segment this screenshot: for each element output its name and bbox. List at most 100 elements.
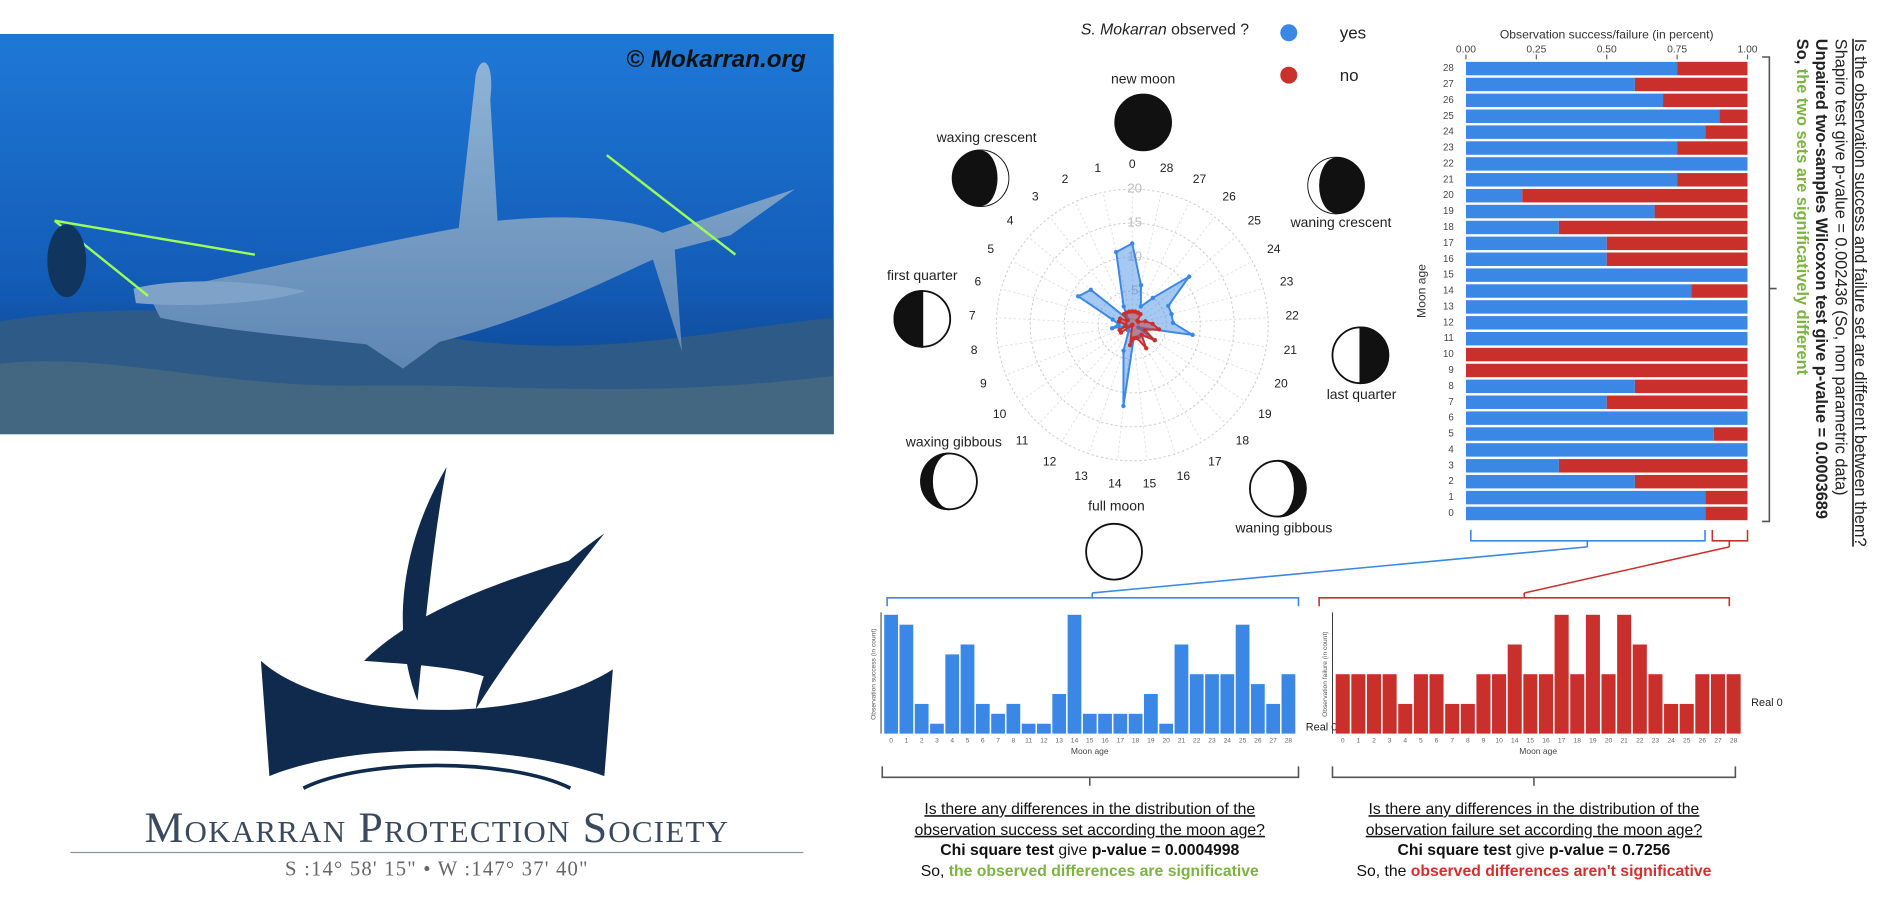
y-tick-label: 17 bbox=[1443, 238, 1454, 249]
spoke bbox=[1038, 324, 1133, 424]
y-tick-label: 23 bbox=[1443, 143, 1454, 154]
legend-title-species: S. Mokarran bbox=[1081, 21, 1167, 38]
spoke bbox=[996, 317, 1133, 326]
conclusion-highlight: the observed differences are significati… bbox=[949, 863, 1259, 880]
bar bbox=[1632, 644, 1647, 734]
bar bbox=[1664, 703, 1679, 734]
summary-wilcoxon: Unpaired two-samples Wilcoxon test give … bbox=[1812, 39, 1830, 519]
bar bbox=[1113, 713, 1128, 734]
bar-segment bbox=[1713, 427, 1748, 441]
y-axis-label: Observation success (in count) bbox=[871, 629, 878, 720]
x-tick-label: 24 bbox=[1667, 738, 1675, 745]
bar-segment bbox=[1465, 395, 1607, 409]
bar bbox=[945, 654, 960, 734]
angle-label: 8 bbox=[971, 343, 978, 357]
y-tick-label: 8 bbox=[1448, 381, 1453, 392]
radar-point bbox=[1143, 319, 1148, 324]
bar bbox=[1445, 703, 1460, 734]
spoke bbox=[1011, 260, 1133, 326]
bar-segment bbox=[1677, 61, 1748, 76]
x-tick-label: 15 bbox=[1086, 738, 1094, 745]
question-line: observation failure set according the mo… bbox=[1366, 822, 1703, 839]
angle-label: 13 bbox=[1074, 469, 1088, 483]
bar bbox=[1429, 674, 1444, 734]
bar bbox=[975, 703, 990, 734]
y-tick-label: 28 bbox=[1443, 63, 1454, 74]
radar-point bbox=[1150, 295, 1155, 301]
bar-segment bbox=[1465, 188, 1523, 203]
radar-point bbox=[1113, 249, 1119, 255]
angle-label: 27 bbox=[1193, 172, 1207, 186]
x-tick-label: 1.00 bbox=[1737, 44, 1757, 55]
x-tick-label: 1 bbox=[1357, 738, 1361, 745]
x-tick-label: 14 bbox=[1511, 738, 1519, 745]
conclusion-highlight: observed differences aren't significativ… bbox=[1411, 863, 1712, 880]
bar-segment bbox=[1606, 252, 1748, 266]
radar-point bbox=[1110, 317, 1115, 322]
bar-segment bbox=[1465, 109, 1720, 123]
x-tick-label: 0.75 bbox=[1667, 44, 1687, 55]
bracket-no bbox=[1711, 529, 1749, 547]
phase-label: waning crescent bbox=[1290, 214, 1392, 230]
logo-boat bbox=[260, 660, 613, 777]
x-tick-label: 7 bbox=[996, 738, 1000, 745]
bar bbox=[1554, 614, 1569, 734]
bracket-yes bbox=[1470, 529, 1706, 547]
bar bbox=[1189, 674, 1204, 734]
x-tick-label: 9 bbox=[1482, 738, 1486, 745]
x-tick-label: 23 bbox=[1652, 738, 1660, 745]
x-tick-label: 1 bbox=[905, 738, 909, 745]
x-tick-label: 17 bbox=[1558, 738, 1566, 745]
angle-label: 18 bbox=[1236, 433, 1250, 447]
radial-tick-label: 15 bbox=[1127, 215, 1142, 230]
radar-point bbox=[1134, 335, 1139, 341]
radar-point bbox=[1144, 346, 1149, 351]
question-right: Is there any differences in the distribu… bbox=[1356, 801, 1711, 880]
test-p-value: p-value = 0.0004998 bbox=[1092, 842, 1240, 859]
angle-label: 6 bbox=[975, 274, 982, 288]
spoke bbox=[1005, 324, 1133, 376]
bar-segment bbox=[1465, 474, 1635, 489]
spoke bbox=[1049, 216, 1133, 326]
bar bbox=[1021, 723, 1036, 734]
summary-shapiro: Shapiro test give p-value = 0.002436 (So… bbox=[1831, 39, 1849, 496]
bar bbox=[1523, 674, 1538, 734]
y-axis-label: Observation failure (in count) bbox=[1322, 631, 1329, 716]
radar-point bbox=[1130, 322, 1135, 328]
photo-laser bbox=[606, 154, 737, 256]
x-tick-label: 28 bbox=[1285, 738, 1293, 745]
x-tick-label: 13 bbox=[1055, 738, 1063, 745]
photo-diver bbox=[47, 224, 87, 298]
x-tick-label: 24 bbox=[1224, 738, 1232, 745]
summary: Is the observation success and failure s… bbox=[1793, 39, 1869, 547]
bar-segment bbox=[1705, 490, 1748, 505]
y-tick-label: 3 bbox=[1448, 460, 1453, 471]
bar bbox=[1098, 713, 1112, 734]
conclusion-prefix: So, the bbox=[1356, 863, 1410, 880]
bar bbox=[960, 644, 975, 734]
question-left: Is there any differences in the distribu… bbox=[915, 801, 1266, 880]
bar-segment bbox=[1465, 61, 1678, 76]
phase-label: last quarter bbox=[1327, 386, 1397, 402]
bar-segment bbox=[1465, 93, 1664, 108]
test-name: Chi square test bbox=[940, 842, 1055, 859]
angle-label: 23 bbox=[1280, 274, 1294, 288]
bar bbox=[1082, 713, 1097, 734]
bar-segment bbox=[1663, 93, 1748, 108]
radar-point bbox=[1121, 403, 1126, 409]
logo-wave bbox=[302, 763, 572, 790]
bar bbox=[1538, 674, 1554, 734]
bar bbox=[1281, 674, 1296, 734]
bar bbox=[1006, 703, 1021, 734]
radar-point bbox=[1135, 318, 1140, 323]
spoke bbox=[1088, 324, 1133, 454]
moon-dark bbox=[1277, 459, 1307, 518]
y-tick-label: 12 bbox=[1443, 317, 1454, 328]
moon-phase-labels: new moon waxing crescent first quarter w… bbox=[887, 71, 1397, 536]
bracket-question bbox=[1331, 766, 1737, 786]
bar-segment bbox=[1677, 141, 1748, 155]
x-tick-label: 19 bbox=[1589, 738, 1597, 745]
bar bbox=[1460, 703, 1475, 734]
bar-segment bbox=[1691, 284, 1748, 298]
question-line: observation success set according the mo… bbox=[915, 822, 1266, 839]
